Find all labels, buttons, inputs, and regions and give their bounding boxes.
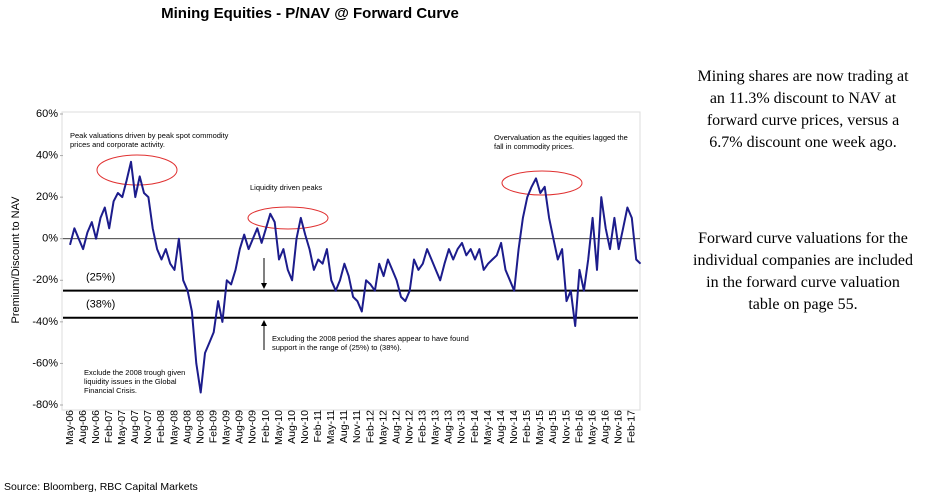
x-tick-label: Aug-07 bbox=[129, 410, 141, 444]
x-tick-label: May-08 bbox=[168, 410, 180, 445]
x-tick-label: Aug-11 bbox=[338, 410, 350, 443]
x-tick-label: Feb-15 bbox=[521, 410, 533, 443]
x-tick-label: Nov-08 bbox=[194, 410, 206, 444]
x-tick-label: Aug-14 bbox=[495, 410, 507, 444]
highlight-ellipse bbox=[96, 154, 178, 186]
plot-frame bbox=[61, 111, 641, 411]
x-tick-label: Feb-17 bbox=[626, 410, 638, 443]
x-tick-label: May-16 bbox=[586, 410, 598, 445]
side-text: Mining shares are now trading at an 11.3… bbox=[697, 68, 909, 151]
reference-label: (38%) bbox=[86, 299, 115, 311]
x-tick-label: Nov-13 bbox=[456, 410, 468, 444]
x-tick-label: May-14 bbox=[482, 410, 494, 445]
side-text: Forward curve valuations for the individ… bbox=[693, 230, 913, 313]
arrowhead bbox=[261, 320, 267, 326]
x-tick-label: Feb-10 bbox=[260, 410, 272, 443]
x-tick-label: Nov-07 bbox=[142, 410, 154, 444]
y-tick-label: -60% bbox=[32, 357, 58, 369]
highlight-ellipse bbox=[501, 170, 583, 196]
x-tick-label: Nov-15 bbox=[560, 410, 572, 444]
series-line bbox=[69, 160, 642, 394]
x-tick-label: Nov-11 bbox=[351, 410, 363, 443]
annotation: Liquidity driven peaks bbox=[250, 183, 323, 192]
annotation: Peak valuations driven by peak spot comm… bbox=[70, 131, 229, 149]
y-tick-label: 20% bbox=[36, 191, 58, 203]
source: Source: Bloomberg, RBC Capital Markets bbox=[4, 481, 198, 493]
y-tick-label: 0% bbox=[42, 233, 58, 245]
chart-title: Mining Equities - P/NAV @ Forward Curve bbox=[161, 5, 459, 22]
x-tick-label: May-12 bbox=[377, 410, 389, 445]
x-tick-label: Feb-08 bbox=[155, 410, 167, 443]
y-tick-label: -20% bbox=[32, 274, 58, 286]
highlight-ellipse bbox=[247, 206, 329, 230]
x-tick-label: Feb-16 bbox=[573, 410, 585, 443]
annotation: Exclude the 2008 trough given liquidity … bbox=[84, 368, 186, 395]
y-axis-label: Premium/Discount to NAV bbox=[10, 196, 22, 324]
x-tick-label: Aug-16 bbox=[599, 410, 611, 444]
x-tick-label: Aug-09 bbox=[234, 410, 246, 444]
x-tick-label: Aug-06 bbox=[77, 410, 89, 444]
y-tick-label: 60% bbox=[36, 108, 58, 120]
reference-label: (25%) bbox=[86, 272, 115, 284]
x-tick-label: Aug-15 bbox=[547, 410, 559, 444]
x-tick-label: Aug-10 bbox=[286, 410, 298, 444]
x-tick-label: Feb-11 bbox=[312, 410, 324, 443]
x-tick-label: Aug-13 bbox=[443, 410, 455, 444]
annotation: Overvaluation as the equities lagged the… bbox=[494, 133, 628, 151]
annotation: Excluding the 2008 period the shares app… bbox=[272, 334, 469, 352]
x-tick-label: May-13 bbox=[430, 410, 442, 445]
x-tick-label: Feb-14 bbox=[469, 410, 481, 443]
y-tick-label: -80% bbox=[32, 399, 58, 411]
x-tick-label: Feb-07 bbox=[103, 410, 115, 443]
x-tick-label: May-06 bbox=[64, 410, 76, 445]
x-tick-label: Nov-16 bbox=[613, 410, 625, 444]
arrowhead bbox=[261, 283, 267, 289]
x-tick-label: Feb-13 bbox=[417, 410, 429, 443]
x-tick-label: Feb-12 bbox=[364, 410, 376, 443]
x-tick-label: May-07 bbox=[116, 410, 128, 445]
x-tick-label: Nov-10 bbox=[299, 410, 311, 444]
x-tick-label: May-15 bbox=[534, 410, 546, 445]
x-tick-label: Aug-12 bbox=[390, 410, 402, 444]
x-tick-label: May-11 bbox=[325, 410, 337, 444]
y-tick-label: -40% bbox=[32, 316, 58, 328]
x-tick-label: May-09 bbox=[221, 410, 233, 445]
y-tick-label: 40% bbox=[36, 149, 58, 161]
x-tick-label: Nov-06 bbox=[90, 410, 102, 444]
x-tick-label: May-10 bbox=[273, 410, 285, 445]
x-tick-label: Feb-09 bbox=[207, 410, 219, 443]
x-tick-label: Nov-14 bbox=[508, 410, 520, 444]
x-tick-label: Nov-12 bbox=[403, 410, 415, 444]
x-tick-label: Nov-09 bbox=[247, 410, 259, 444]
x-tick-label: Aug-08 bbox=[181, 410, 193, 444]
